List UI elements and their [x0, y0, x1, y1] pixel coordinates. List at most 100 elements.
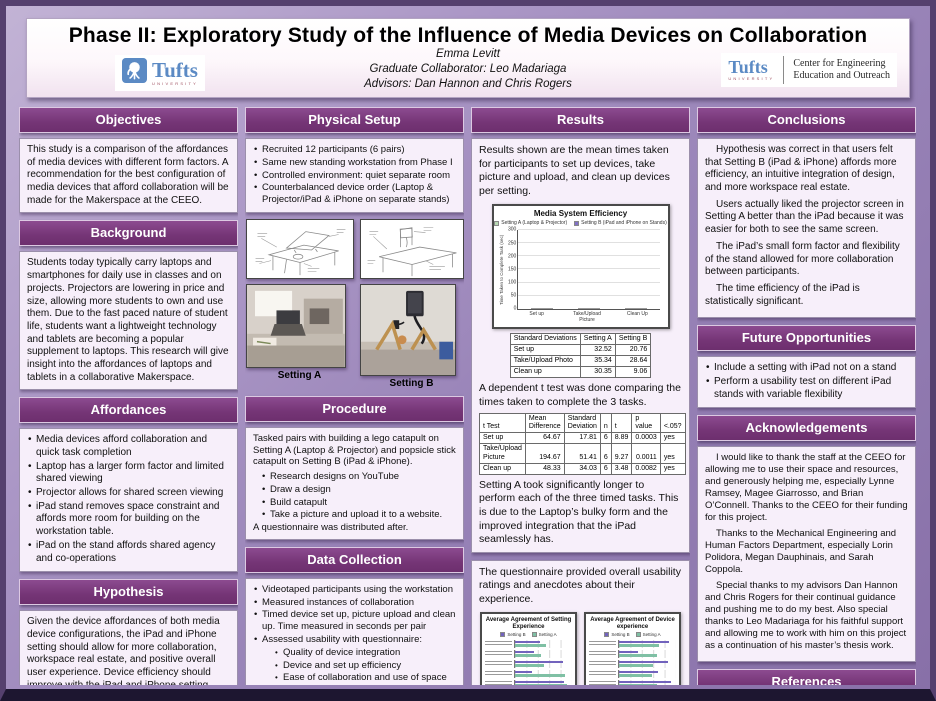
bar — [515, 640, 541, 644]
list-item: Measured instances of collaboration — [253, 597, 456, 609]
table-cell: Set up — [509, 343, 581, 356]
objectives-body: This study is a comparison of the afford… — [19, 138, 238, 214]
table-cell: Take/Upload Photo — [509, 354, 581, 368]
questionnaire-charts: Average Agreement of Setting Experience … — [479, 611, 682, 685]
table-header: Mean Difference — [524, 413, 565, 434]
table-cell: Clean up — [509, 365, 581, 379]
x-tick-label: Clean Up — [626, 310, 648, 317]
section-physical-setup: Physical Setup Recruited 12 participants… — [245, 107, 464, 389]
media-system-efficiency-chart: Media System Efficiency Setting A (Lapto… — [491, 203, 670, 329]
tufts-wordmark-right: Tufts UNIVERSITY — [728, 58, 774, 82]
list-item: Ease of collaboration and use of space — [274, 672, 456, 684]
bar — [515, 660, 563, 664]
procedure-list: Research designs on YouTubeDraw a design… — [261, 471, 456, 521]
chart-title: Media System Efficiency — [533, 208, 628, 218]
legend-swatch — [494, 221, 500, 227]
section-acknowledgements: Acknowledgements I would like to thank t… — [697, 415, 916, 662]
bar — [619, 670, 658, 674]
mini-chart-row — [485, 649, 572, 658]
setting-b-photo — [359, 283, 456, 376]
row-bars — [514, 669, 572, 678]
y-tick-label: 200 — [508, 252, 517, 259]
advisors-line: Advisors: Dan Hannon and Chris Rogers — [364, 77, 572, 90]
y-tick-label: 300 — [508, 226, 517, 233]
tufts-university-label: UNIVERSITY — [152, 80, 199, 86]
list-item: Build catapult — [261, 497, 456, 509]
mini-chart-title: Average Agreement of Setting Experience — [485, 616, 572, 630]
legend-swatch — [635, 632, 641, 638]
conclusions-body: Hypothesis was correct in that users fel… — [697, 138, 916, 319]
hypothesis-text: Given the device affordances of both med… — [27, 616, 220, 685]
legend-swatch — [500, 632, 506, 638]
table-header: t — [610, 413, 633, 434]
section-data-collection: Data Collection Videotaped participants … — [245, 546, 464, 685]
bar — [619, 664, 654, 667]
paragraph: I would like to thank the staff at the C… — [705, 452, 908, 524]
table-cell: 64.67 — [524, 432, 565, 445]
chart-legend: Setting A (Laptop & Projector) Setting B … — [494, 220, 667, 227]
bar — [515, 674, 566, 677]
future-opportunities-body: Include a setting with iPad not on a sta… — [697, 356, 916, 409]
background-title: Background — [19, 220, 238, 247]
legend-swatch — [604, 632, 610, 638]
affordances-list: Media devices afford collaboration and q… — [27, 434, 230, 565]
affordances-title: Affordances — [19, 397, 238, 424]
row-label — [485, 671, 512, 677]
acknowledgements-title: Acknowledgements — [697, 415, 916, 442]
tufts-elephant-icon — [122, 58, 147, 88]
list-item: Recruited 12 participants (6 pairs) — [253, 144, 456, 156]
bar — [515, 650, 535, 654]
mini-chart-row — [589, 669, 676, 678]
bar-groups — [518, 230, 659, 309]
list-item: Same new standing workstation from Phase… — [253, 157, 456, 169]
setting-b-photo-cell: Setting B — [359, 283, 464, 389]
author-name: Emma Levitt — [436, 48, 500, 61]
table-cell: 35.34 — [579, 354, 616, 368]
table-row: Take/Upload Picture 194.67 51.41 6 9.27 0.001… — [479, 443, 686, 464]
future-opportunities-list: Include a setting with iPad not on a sta… — [705, 362, 908, 401]
chart-x-axis: Set up Take/Upload Picture Clean Up — [512, 311, 663, 324]
t-test-table: t Test Mean Difference Standard Deviation n… — [479, 413, 686, 475]
poster-header: Phase II: Exploratory Study of the Influ… — [26, 18, 910, 98]
sub-list: Quality of device integrationDevice and … — [274, 647, 456, 685]
physical-setup-list: Recruited 12 participants (6 pairs)Same … — [253, 144, 456, 206]
table-row: Clean up 30.35 9.06 — [509, 365, 652, 379]
chart-plot-area: Time Taken to Complete Task (sec) 0 50 100… — [499, 226, 663, 312]
table-cell: 51.41 — [563, 443, 601, 464]
standard-deviations-table-wrap: Standard Deviations Setting A Setting B Set… — [479, 332, 682, 379]
poster-title: Phase II: Exploratory Study of the Influ… — [68, 24, 868, 47]
bar — [515, 644, 546, 647]
table-header: n — [599, 413, 612, 434]
bar — [619, 644, 659, 647]
results-body: Results shown are the mean times taken f… — [471, 138, 690, 553]
mini-chart-row — [485, 679, 572, 685]
list-item: Quality of device integration — [274, 647, 456, 659]
setting-b-caption: Setting B — [389, 377, 434, 389]
bar — [515, 680, 565, 684]
setting-a-sketch-image — [245, 218, 354, 279]
list-item: Laptop has a larger form factor and limi… — [27, 461, 230, 486]
setting-a-caption: Setting A — [277, 369, 322, 381]
row-label — [589, 661, 616, 667]
y-tick-label: 100 — [508, 279, 517, 286]
gridline — [518, 294, 660, 296]
row-bars — [618, 659, 676, 668]
bar-group — [618, 307, 654, 309]
background-text: Students today typically carry laptops a… — [27, 257, 229, 383]
table-cell: 34.03 — [563, 462, 601, 475]
tufts-wordmark: Tufts UNIVERSITY — [152, 59, 199, 87]
column-right: Conclusions Hypothesis was correct in th… — [697, 107, 916, 685]
column-results: Results Results shown are the mean times… — [471, 107, 690, 685]
y-tick-label: 150 — [508, 266, 517, 273]
data-collection-title: Data Collection — [245, 546, 464, 573]
objectives-title: Objectives — [19, 107, 238, 133]
list-item: Draw a design — [261, 484, 456, 496]
data-collection-list: Videotaped participants using the workst… — [253, 584, 456, 685]
table-cell: Clean up — [479, 462, 526, 475]
bar — [619, 654, 657, 657]
table-cell: 6 — [599, 432, 612, 445]
ceeo-line1: Center for Engineering — [793, 57, 886, 69]
list-item: Device and set up efficiency — [274, 660, 456, 672]
row-bars — [618, 669, 676, 678]
